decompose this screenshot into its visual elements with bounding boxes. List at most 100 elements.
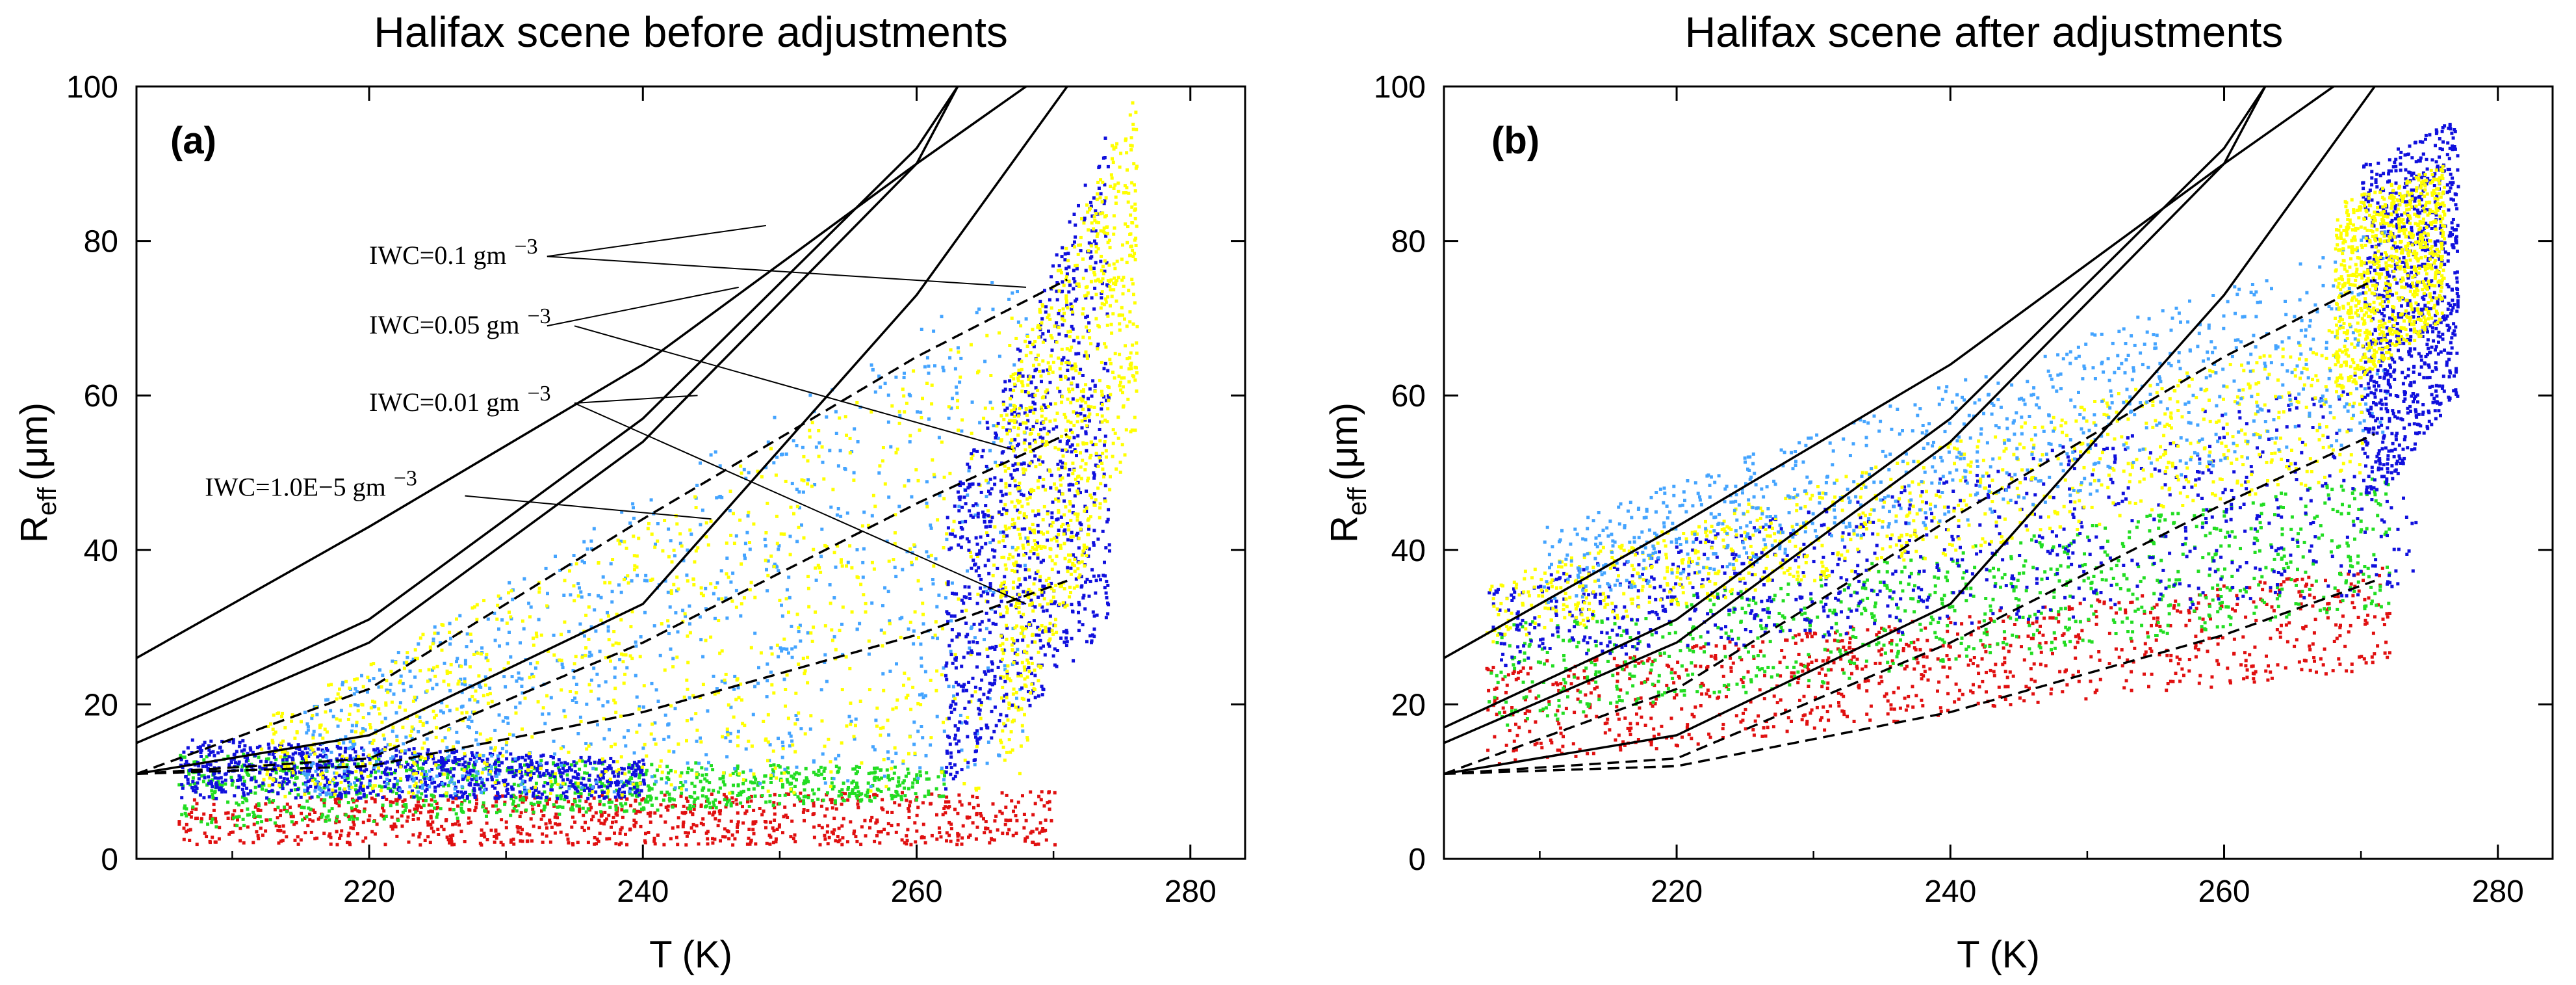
data-point [430,798,433,802]
data-point [894,752,898,755]
data-point [303,789,307,792]
data-point [725,616,729,620]
data-point [780,785,784,789]
data-point [419,755,422,759]
data-point [972,640,975,644]
data-point [406,815,410,819]
data-point [960,748,964,752]
data-point [435,812,439,816]
data-point [459,664,463,668]
data-point [281,839,285,843]
data-point [716,690,720,694]
data-point [823,744,827,748]
data-point [242,793,246,797]
data-point [650,803,654,807]
data-point [356,709,360,713]
data-point [686,767,690,770]
data-point [415,696,419,700]
data-point [556,766,560,770]
data-point [526,773,530,777]
data-point [877,778,881,781]
data-point [684,831,688,835]
data-point [641,758,645,762]
data-point [699,780,702,783]
data-point [191,776,195,780]
data-point [879,733,882,737]
data-point [1015,819,1019,822]
data-point [941,365,945,369]
data-point [729,804,733,808]
data-point [253,785,257,789]
data-point [882,774,886,778]
data-point [638,781,642,785]
data-point [1000,791,1004,795]
data-point [488,668,492,672]
data-point [623,772,627,776]
data-point [258,815,262,819]
data-point [848,666,852,670]
data-point [257,755,261,759]
data-point [656,700,660,703]
data-point [510,675,514,679]
data-point [683,612,687,616]
data-point [688,622,691,626]
data-point [381,803,385,807]
data-point [449,637,452,640]
data-point [229,776,233,780]
data-point [571,699,574,702]
data-point [882,631,886,635]
data-point [235,785,238,789]
data-point [680,771,684,775]
data-point [394,748,398,752]
data-point [475,754,478,757]
data-point [959,713,962,717]
data-point [753,775,756,779]
data-point [1036,556,1040,560]
data-point [354,750,357,754]
data-point [817,429,821,432]
data-point [391,659,394,663]
data-point [599,821,603,825]
data-point [770,652,774,656]
data-point [1024,819,1028,822]
data-point [984,827,988,831]
data-point [423,777,427,781]
data-point [271,783,275,787]
data-point [602,784,606,788]
data-point [231,830,235,834]
data-point [949,827,953,831]
data-point [322,786,326,790]
data-point [656,834,660,837]
data-point [802,536,806,540]
data-point [858,700,862,703]
data-point [205,755,209,759]
data-point [480,785,483,789]
data-point [901,761,905,765]
data-point [975,311,979,315]
data-point [933,364,936,368]
data-point [616,538,620,542]
data-point [629,776,633,780]
scatter-points [177,101,1139,847]
data-point [746,800,749,804]
data-point [510,770,514,774]
data-point [347,746,351,750]
data-point [303,781,307,785]
data-point [1065,640,1069,644]
data-point [1021,638,1025,642]
data-point [361,716,365,720]
data-point [584,653,587,657]
data-point [231,813,235,817]
data-point [509,840,513,844]
data-point [723,678,727,682]
data-point [771,768,775,772]
data-point [728,731,732,735]
data-point [842,781,845,785]
data-point [706,799,710,803]
data-point [1009,388,1012,392]
data-point [829,770,833,774]
data-point [561,778,565,782]
data-point [1016,564,1020,568]
data-point [632,770,636,774]
data-point [194,790,198,794]
